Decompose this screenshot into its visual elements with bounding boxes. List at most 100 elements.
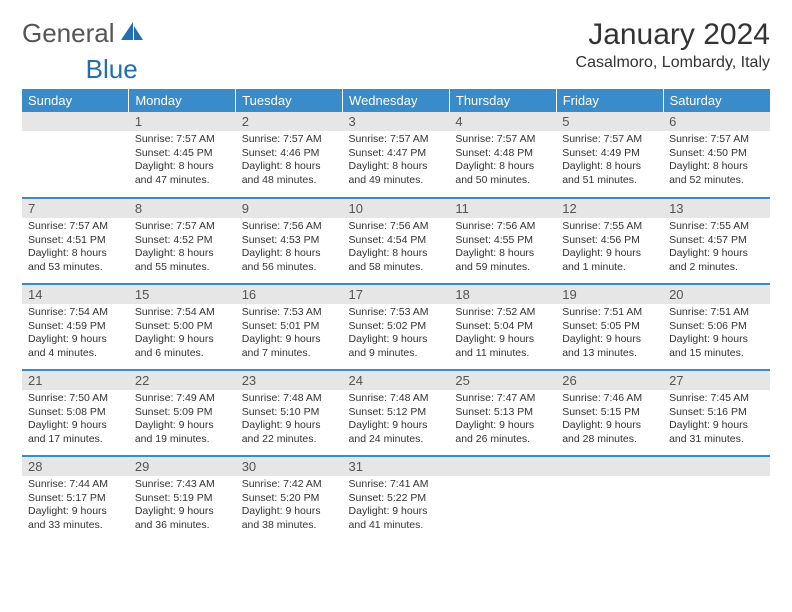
day-number: 22 [129,371,236,390]
day-details: Sunrise: 7:48 AMSunset: 5:10 PMDaylight:… [236,390,343,451]
day-number: 24 [343,371,450,390]
calendar-cell: 21Sunrise: 7:50 AMSunset: 5:08 PMDayligh… [22,370,129,456]
weekday-header: Sunday [22,89,129,112]
day-details: Sunrise: 7:55 AMSunset: 4:56 PMDaylight:… [556,218,663,279]
day-details: Sunrise: 7:53 AMSunset: 5:01 PMDaylight:… [236,304,343,365]
day-number: 17 [343,285,450,304]
weekday-header: Monday [129,89,236,112]
weekday-header: Tuesday [236,89,343,112]
day-details: Sunrise: 7:47 AMSunset: 5:13 PMDaylight:… [449,390,556,451]
calendar-cell: 9Sunrise: 7:56 AMSunset: 4:53 PMDaylight… [236,198,343,284]
calendar-cell: 2Sunrise: 7:57 AMSunset: 4:46 PMDaylight… [236,112,343,198]
calendar-cell: 18Sunrise: 7:52 AMSunset: 5:04 PMDayligh… [449,284,556,370]
weekday-header: Friday [556,89,663,112]
day-details: Sunrise: 7:55 AMSunset: 4:57 PMDaylight:… [663,218,770,279]
day-details: Sunrise: 7:41 AMSunset: 5:22 PMDaylight:… [343,476,450,537]
day-details: Sunrise: 7:56 AMSunset: 4:55 PMDaylight:… [449,218,556,279]
day-number: 18 [449,285,556,304]
day-number: 31 [343,457,450,476]
calendar-cell: 28Sunrise: 7:44 AMSunset: 5:17 PMDayligh… [22,456,129,542]
day-details: Sunrise: 7:53 AMSunset: 5:02 PMDaylight:… [343,304,450,365]
calendar-cell: 19Sunrise: 7:51 AMSunset: 5:05 PMDayligh… [556,284,663,370]
calendar-cell: 24Sunrise: 7:48 AMSunset: 5:12 PMDayligh… [343,370,450,456]
calendar-table: SundayMondayTuesdayWednesdayThursdayFrid… [22,89,770,542]
calendar-cell: 7Sunrise: 7:57 AMSunset: 4:51 PMDaylight… [22,198,129,284]
brand-part2-wrap: GeneBlue [22,54,770,85]
month-title: January 2024 [576,18,770,52]
day-details: Sunrise: 7:50 AMSunset: 5:08 PMDaylight:… [22,390,129,451]
calendar-cell: 1Sunrise: 7:57 AMSunset: 4:45 PMDaylight… [129,112,236,198]
day-number: 5 [556,112,663,131]
calendar-cell: 31Sunrise: 7:41 AMSunset: 5:22 PMDayligh… [343,456,450,542]
day-number: 3 [343,112,450,131]
weekday-header: Saturday [663,89,770,112]
day-number: 16 [236,285,343,304]
day-number: 12 [556,199,663,218]
day-details: Sunrise: 7:57 AMSunset: 4:48 PMDaylight:… [449,131,556,192]
calendar-cell [556,456,663,542]
calendar-cell: 11Sunrise: 7:56 AMSunset: 4:55 PMDayligh… [449,198,556,284]
day-details: Sunrise: 7:57 AMSunset: 4:46 PMDaylight:… [236,131,343,192]
weekday-header: Wednesday [343,89,450,112]
day-number: 30 [236,457,343,476]
day-details: Sunrise: 7:44 AMSunset: 5:17 PMDaylight:… [22,476,129,537]
day-number: 25 [449,371,556,390]
day-number: 23 [236,371,343,390]
day-details: Sunrise: 7:57 AMSunset: 4:50 PMDaylight:… [663,131,770,192]
day-details: Sunrise: 7:56 AMSunset: 4:53 PMDaylight:… [236,218,343,279]
calendar-cell: 20Sunrise: 7:51 AMSunset: 5:06 PMDayligh… [663,284,770,370]
calendar-cell: 8Sunrise: 7:57 AMSunset: 4:52 PMDaylight… [129,198,236,284]
day-number: 9 [236,199,343,218]
calendar-cell: 15Sunrise: 7:54 AMSunset: 5:00 PMDayligh… [129,284,236,370]
day-details: Sunrise: 7:49 AMSunset: 5:09 PMDaylight:… [129,390,236,451]
calendar-cell: 23Sunrise: 7:48 AMSunset: 5:10 PMDayligh… [236,370,343,456]
calendar-cell: 3Sunrise: 7:57 AMSunset: 4:47 PMDaylight… [343,112,450,198]
weekday-header: Thursday [449,89,556,112]
day-details: Sunrise: 7:57 AMSunset: 4:45 PMDaylight:… [129,131,236,192]
sail-icon [119,18,145,49]
day-number: 1 [129,112,236,131]
day-number: 14 [22,285,129,304]
day-details: Sunrise: 7:57 AMSunset: 4:49 PMDaylight:… [556,131,663,192]
calendar-cell: 14Sunrise: 7:54 AMSunset: 4:59 PMDayligh… [22,284,129,370]
calendar-cell [663,456,770,542]
day-number: 8 [129,199,236,218]
day-details: Sunrise: 7:57 AMSunset: 4:52 PMDaylight:… [129,218,236,279]
calendar-cell: 29Sunrise: 7:43 AMSunset: 5:19 PMDayligh… [129,456,236,542]
day-number: 7 [22,199,129,218]
calendar-cell: 17Sunrise: 7:53 AMSunset: 5:02 PMDayligh… [343,284,450,370]
day-details: Sunrise: 7:48 AMSunset: 5:12 PMDaylight:… [343,390,450,451]
day-number: 4 [449,112,556,131]
day-details: Sunrise: 7:42 AMSunset: 5:20 PMDaylight:… [236,476,343,537]
calendar-row: 14Sunrise: 7:54 AMSunset: 4:59 PMDayligh… [22,284,770,370]
day-number-empty [22,112,129,131]
day-number-empty [449,457,556,476]
day-details: Sunrise: 7:54 AMSunset: 5:00 PMDaylight:… [129,304,236,365]
day-details: Sunrise: 7:56 AMSunset: 4:54 PMDaylight:… [343,218,450,279]
day-details: Sunrise: 7:52 AMSunset: 5:04 PMDaylight:… [449,304,556,365]
calendar-cell: 12Sunrise: 7:55 AMSunset: 4:56 PMDayligh… [556,198,663,284]
day-details: Sunrise: 7:57 AMSunset: 4:47 PMDaylight:… [343,131,450,192]
calendar-row: 1Sunrise: 7:57 AMSunset: 4:45 PMDaylight… [22,112,770,198]
calendar-cell: 13Sunrise: 7:55 AMSunset: 4:57 PMDayligh… [663,198,770,284]
day-number-empty [663,457,770,476]
day-number: 29 [129,457,236,476]
day-details: Sunrise: 7:51 AMSunset: 5:05 PMDaylight:… [556,304,663,365]
day-number: 2 [236,112,343,131]
day-details: Sunrise: 7:51 AMSunset: 5:06 PMDaylight:… [663,304,770,365]
day-details: Sunrise: 7:45 AMSunset: 5:16 PMDaylight:… [663,390,770,451]
day-number: 26 [556,371,663,390]
day-number: 21 [22,371,129,390]
calendar-cell [22,112,129,198]
brand-logo: General [22,18,147,49]
weekday-header-row: SundayMondayTuesdayWednesdayThursdayFrid… [22,89,770,112]
day-details: Sunrise: 7:57 AMSunset: 4:51 PMDaylight:… [22,218,129,279]
calendar-cell: 4Sunrise: 7:57 AMSunset: 4:48 PMDaylight… [449,112,556,198]
calendar-cell: 27Sunrise: 7:45 AMSunset: 5:16 PMDayligh… [663,370,770,456]
day-number: 28 [22,457,129,476]
day-details: Sunrise: 7:46 AMSunset: 5:15 PMDaylight:… [556,390,663,451]
calendar-cell: 16Sunrise: 7:53 AMSunset: 5:01 PMDayligh… [236,284,343,370]
day-number: 19 [556,285,663,304]
calendar-cell [449,456,556,542]
brand-part2: Blue [86,54,138,84]
